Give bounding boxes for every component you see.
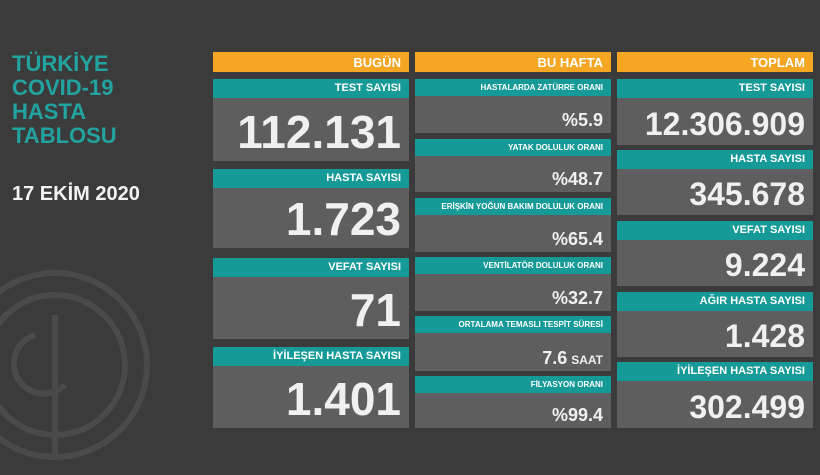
value-number: 302.499 (689, 389, 805, 425)
stat-label: ORTALAMA TEMASLI TESPİT SÜRESİ (415, 316, 611, 333)
stat-label: HASTA SAYISI (213, 169, 409, 188)
stat-value: 345.678 (689, 176, 805, 213)
value-number: %32.7 (551, 288, 603, 308)
value-number: %65.4 (551, 229, 603, 249)
stat-value: %32.7 (552, 288, 603, 309)
stat-card: VEFAT SAYISI 71 (213, 258, 409, 339)
stat-value: 1.428 (725, 318, 805, 355)
stat-label: YATAK DOLULUK ORANI (415, 139, 611, 156)
title-line: TÜRKİYE (12, 51, 109, 76)
stat-label: İYİLEŞEN HASTA SAYISI (213, 347, 409, 366)
stat-label: HASTA SAYISI (617, 150, 813, 169)
stat-label: VEFAT SAYISI (617, 221, 813, 240)
value-number: 1.723 (285, 193, 401, 245)
stat-card: HASTA SAYISI 1.723 (213, 169, 409, 248)
value-number: %5.9 (561, 110, 603, 130)
stat-label: FİLYASYON ORANI (415, 376, 611, 393)
value-number: 71 (349, 284, 401, 336)
stat-card: HASTA SAYISI 345.678 (617, 150, 813, 215)
title-line: TABLOSU (12, 123, 117, 148)
stat-label: HASTALARDA ZATÜRRE ORANI (415, 79, 611, 96)
stat-value: 12.306.909 (645, 106, 805, 143)
stat-value: %99.4 (552, 405, 603, 426)
column-header: BUGÜN (213, 52, 409, 72)
stat-card: ORTALAMA TEMASLI TESPİT SÜRESİ 7.6 SAAT (415, 316, 611, 371)
title-line: COVID-19 (12, 75, 114, 100)
stat-label: VEFAT SAYISI (213, 258, 409, 277)
stat-label: AĞIR HASTA SAYISI (617, 292, 813, 311)
logo (0, 270, 150, 460)
title-line: HASTA (12, 99, 87, 124)
stat-label: VENTİLATÖR DOLULUK ORANI (415, 257, 611, 274)
stat-label: TEST SAYISI (617, 79, 813, 98)
stat-value: %65.4 (552, 229, 603, 250)
value-number: %99.4 (551, 405, 603, 425)
stat-card: İYİLEŞEN HASTA SAYISI 302.499 (617, 362, 813, 428)
stat-card: VEFAT SAYISI 9.224 (617, 221, 813, 286)
stat-value: 1.723 (286, 192, 401, 246)
stat-value: 112.131 (237, 105, 401, 159)
stat-card: İYİLEŞEN HASTA SAYISI 1.401 (213, 347, 409, 428)
value-number: 112.131 (237, 106, 401, 158)
value-number: 1.401 (285, 373, 401, 425)
stat-value: %48.7 (552, 169, 603, 190)
value-number: %48.7 (551, 169, 603, 189)
stat-value: 7.6 SAAT (542, 348, 603, 369)
value-number: 345.678 (689, 176, 805, 212)
value-number: 1.428 (724, 318, 805, 354)
stat-card: TEST SAYISI 12.306.909 (617, 79, 813, 145)
stat-card: ERİŞKİN YOĞUN BAKIM DOLULUK ORANI %65.4 (415, 198, 611, 252)
stat-card: TEST SAYISI 112.131 (213, 79, 409, 161)
stat-card: AĞIR HASTA SAYISI 1.428 (617, 292, 813, 357)
stat-card: FİLYASYON ORANI %99.4 (415, 376, 611, 428)
stat-card: VENTİLATÖR DOLULUK ORANI %32.7 (415, 257, 611, 311)
stat-label: İYİLEŞEN HASTA SAYISI (617, 362, 813, 381)
stat-value: 302.499 (689, 389, 805, 426)
stat-card: YATAK DOLULUK ORANI %48.7 (415, 139, 611, 192)
value-number: 9.224 (724, 247, 805, 283)
date: 17 EKİM 2020 (12, 183, 140, 205)
stat-value: %5.9 (562, 110, 603, 131)
value-number: 7.6 (542, 348, 568, 368)
column-header: BU HAFTA (415, 52, 611, 72)
value-unit: SAAT (571, 353, 603, 367)
column-header: TOPLAM (617, 52, 813, 72)
stat-card: HASTALARDA ZATÜRRE ORANI %5.9 (415, 79, 611, 133)
value-number: 12.306.909 (644, 106, 805, 142)
title: TÜRKİYE COVID-19 HASTA TABLOSU (12, 52, 117, 148)
stat-value: 71 (350, 283, 401, 337)
stat-label: ERİŞKİN YOĞUN BAKIM DOLULUK ORANI (415, 198, 611, 215)
stat-value: 9.224 (725, 247, 805, 284)
stat-label: TEST SAYISI (213, 79, 409, 98)
stat-value: 1.401 (286, 372, 401, 426)
